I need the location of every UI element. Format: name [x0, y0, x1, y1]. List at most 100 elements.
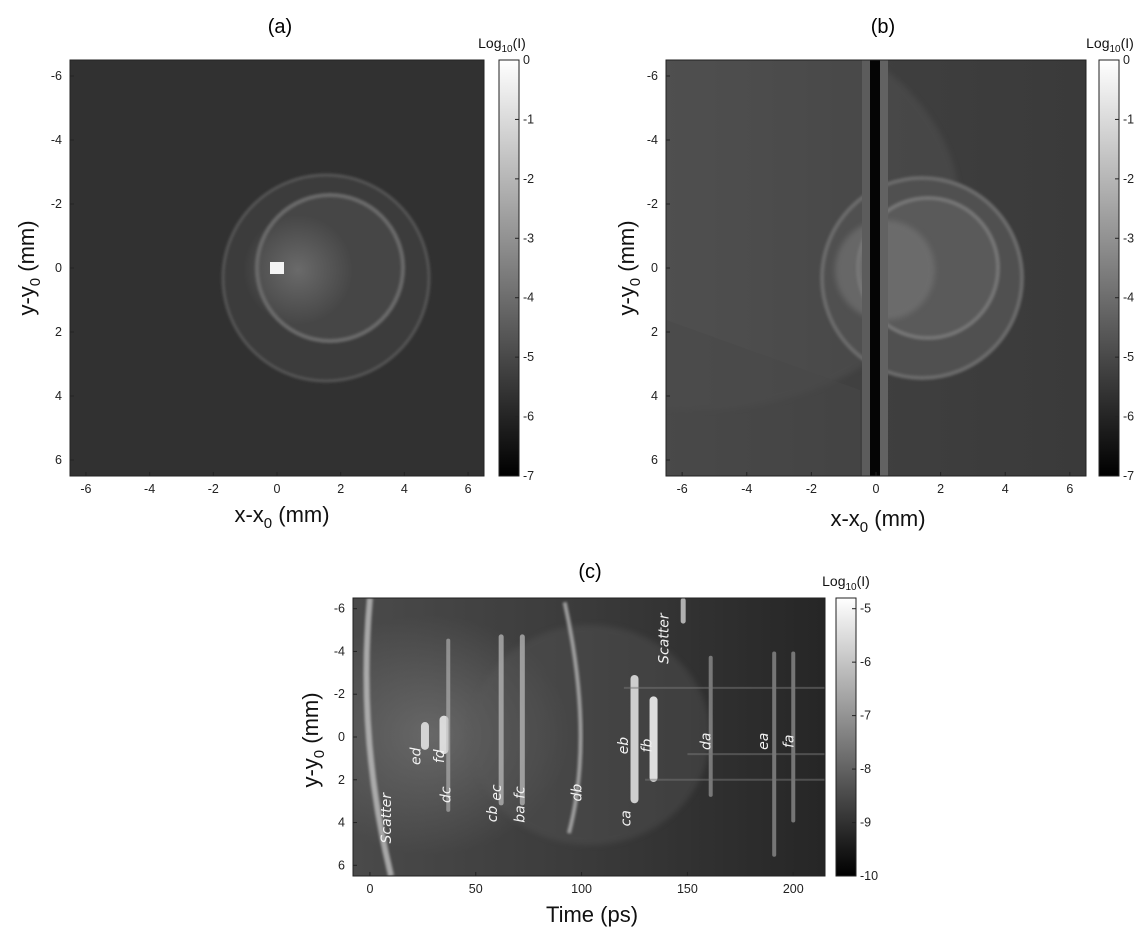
panel-c-streaks	[363, 598, 825, 876]
panel-a-title: (a)	[268, 16, 292, 38]
panel-a-axes: -6 -4 -2 0 2 4 6 -6 -4 -2 0 2 4 6	[51, 69, 472, 496]
da-streak	[708, 655, 713, 797]
scatter-top-streak	[680, 598, 686, 624]
colorbar-tick-label: -3	[1123, 231, 1134, 245]
panel-b-colorbar-title: Log10(I)	[1086, 35, 1134, 55]
y-tick-label: -6	[647, 69, 658, 83]
colorbar-tick-label: 0	[1123, 53, 1130, 67]
x-tick-label: 2	[337, 482, 344, 496]
scatter-arc	[363, 598, 395, 876]
y-tick-label: 6	[55, 453, 62, 467]
x-tick-label: 4	[401, 482, 408, 496]
ba-fc-streak	[519, 634, 525, 806]
colorbar-tick-label: -6	[860, 655, 871, 669]
colorbar-tick-label: -4	[523, 291, 534, 305]
x-tick-label: 0	[274, 482, 281, 496]
x-tick-label: 6	[465, 482, 472, 496]
y-tick-label: -4	[334, 644, 345, 658]
annotation-label: ca	[618, 810, 634, 826]
colorbar-tick-label: -1	[1123, 112, 1134, 126]
panel-b-colorbar: 0 -1 -2 -3 -4 -5 -6 -7 Log10(I)	[1086, 35, 1134, 483]
annotation-label: fb	[639, 739, 655, 753]
annotation-label: Scatter	[379, 792, 395, 844]
annotation-label: dc	[438, 786, 454, 803]
annotation-label: fd	[432, 749, 448, 763]
panel-c-xlabel: Time (ps)	[546, 902, 638, 927]
y-tick-label: 2	[338, 773, 345, 787]
db-arc	[562, 601, 583, 834]
panel-b-title: (b)	[871, 16, 895, 38]
colorbar-tick-label: -7	[523, 469, 534, 483]
eb-ca-streak	[630, 674, 639, 804]
panel-c-colorbar: -5 -6 -7 -8 -9 -10 Log10(I)	[822, 573, 878, 883]
x-tick-label: 50	[469, 882, 483, 896]
x-tick-label: 200	[783, 882, 804, 896]
x-tick-label: 6	[1066, 482, 1073, 496]
cb-ec-streak	[498, 634, 504, 806]
panel-b-image	[666, 60, 1086, 476]
colorbar-tick-label: -6	[1123, 410, 1134, 424]
x-tick-label: -2	[806, 482, 817, 496]
y-tick-label: 2	[651, 325, 658, 339]
annotation-label: Scatter	[656, 612, 672, 664]
panel-a-colorbar-title: Log10(I)	[478, 35, 526, 55]
colorbar-tick-label: -9	[860, 816, 871, 830]
y-tick-label: 4	[338, 816, 345, 830]
y-tick-label: 4	[651, 389, 658, 403]
dc-streak	[446, 638, 451, 812]
y-tick-label: 0	[55, 261, 62, 275]
x-tick-label: -6	[677, 482, 688, 496]
x-tick-label: -6	[80, 482, 91, 496]
x-tick-label: -4	[144, 482, 155, 496]
y-tick-label: -2	[51, 197, 62, 211]
colorbar-tick-label: -1	[523, 112, 534, 126]
colorbar-tick-label: -2	[523, 172, 534, 186]
panel-a-xlabel: x-x0 (mm)	[234, 502, 329, 532]
y-tick-label: -2	[647, 197, 658, 211]
annotation-label: ea	[756, 733, 772, 750]
y-tick-label: -6	[51, 69, 62, 83]
annotation-label: da	[699, 733, 715, 750]
colorbar-tick-label: -8	[860, 762, 871, 776]
panel-b-ylabel: y-y0 (mm)	[614, 220, 644, 315]
y-tick-label: 6	[651, 453, 658, 467]
colorbar-tick-label: -4	[1123, 291, 1134, 305]
x-tick-label: -2	[208, 482, 219, 496]
colorbar-tick-label: -3	[523, 231, 534, 245]
colorbar-tick-label: -5	[1123, 350, 1134, 364]
colorbar-tick-label: -7	[860, 709, 871, 723]
y-tick-label: -4	[647, 133, 658, 147]
annotation-label: ec	[489, 784, 505, 801]
panel-c-ylabel: y-y0 (mm)	[298, 692, 328, 787]
panel-a-hot-spot	[270, 262, 284, 274]
panel-a-ylabel: y-y0 (mm)	[14, 220, 44, 315]
annotation-label: fc	[512, 786, 528, 799]
y-tick-label: -4	[51, 133, 62, 147]
x-tick-label: 2	[937, 482, 944, 496]
colorbar-tick-label: -5	[860, 602, 871, 616]
panel-a-image	[70, 60, 484, 476]
x-tick-label: 0	[873, 482, 880, 496]
x-tick-label: -4	[741, 482, 752, 496]
y-tick-label: 0	[651, 261, 658, 275]
panel-b: (b) -6 -4 -2 0 2 4 6 -6 -4 -2 0 2 4 6 x-x0 (mm) y-y0 …	[614, 16, 1134, 536]
annotation-label: fa	[781, 735, 797, 749]
panel-c-title: (c)	[578, 561, 601, 583]
y-tick-label: 0	[338, 730, 345, 744]
y-tick-label: 4	[55, 389, 62, 403]
panel-b-axes: -6 -4 -2 0 2 4 6 -6 -4 -2 0 2 4 6	[647, 69, 1073, 496]
annotation-label: ba	[512, 805, 528, 822]
colorbar-tick-label: -6	[523, 410, 534, 424]
y-tick-label: -6	[334, 602, 345, 616]
panel-a-colorbar: 0 -1 -2 -3 -4 -5 -6 -7 Log10(I)	[478, 35, 534, 483]
y-tick-label: 6	[338, 858, 345, 872]
panel-c-axes: 0 50 100 150 200 -6 -4 -2 0 2 4 6	[334, 602, 804, 896]
panel-a: (a) -6 -4 -2 0 2 4 6 -6 -4 -2 0 2 4 6 x-x0 (mm) y-y0 …	[14, 16, 534, 532]
x-tick-label: 4	[1002, 482, 1009, 496]
ed-streak	[420, 722, 429, 750]
colorbar-tick-label: -7	[1123, 469, 1134, 483]
colorbar-tick-label: -10	[860, 869, 878, 883]
